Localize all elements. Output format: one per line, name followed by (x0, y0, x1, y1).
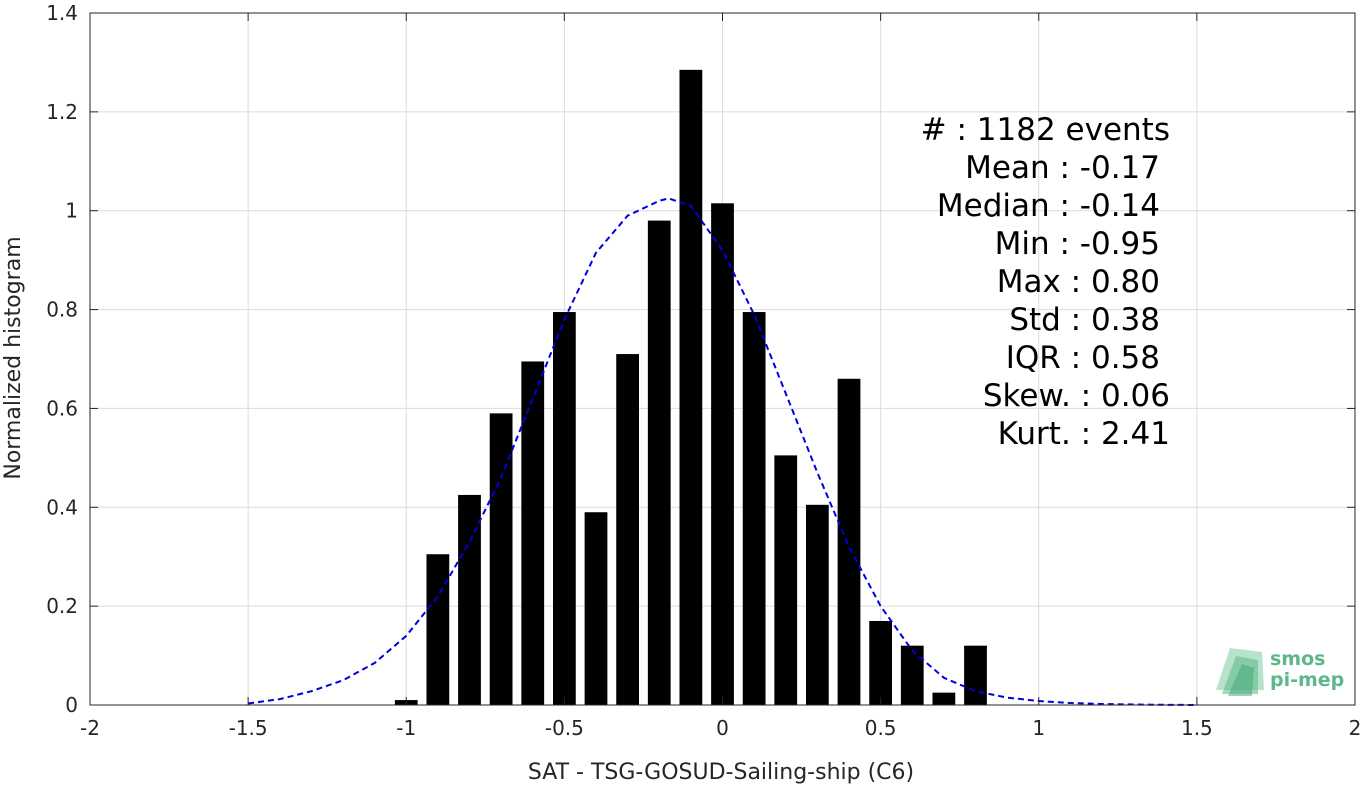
stats-line-8: Kurt. : 2.41 (998, 416, 1170, 452)
x-tick-label-7: 1.5 (1181, 716, 1213, 740)
bar-1 (426, 554, 450, 705)
bar-17 (932, 692, 956, 705)
x-tick-label-3: -0.5 (545, 716, 584, 740)
bar-18 (964, 645, 987, 705)
stats-line-0: # : 1182 events (921, 112, 1170, 148)
bar-7 (616, 354, 640, 705)
y-tick-label-7: 1.4 (46, 1, 78, 25)
bar-15 (869, 620, 893, 705)
y-tick-label-3: 0.6 (46, 396, 78, 420)
axes (89, 12, 1356, 706)
bar-4 (521, 361, 545, 705)
x-tick-label-6: 1 (1032, 716, 1045, 740)
bar-9 (679, 69, 703, 706)
histogram-bars (394, 69, 987, 706)
x-tick-label-1: -1.5 (229, 716, 268, 740)
y-axis-label: Normalized histogram (1, 236, 26, 479)
stats-line-3: Min : -0.95 (995, 226, 1160, 262)
bar-11 (742, 312, 766, 705)
stats-line-4: Max : 0.80 (997, 264, 1160, 300)
bar-5 (552, 312, 576, 705)
bar-3 (489, 413, 513, 705)
bar-2 (458, 494, 481, 705)
y-tick-label-6: 1.2 (46, 100, 78, 124)
stats-line-2: Median : -0.14 (937, 188, 1160, 224)
bar-6 (584, 512, 608, 705)
x-axis-label: SAT - TSG-GOSUD-Sailing-ship (C6) (528, 760, 914, 785)
y-tick-label-5: 1 (65, 199, 78, 223)
bar-16 (900, 645, 924, 705)
y-tick-labels: 0 0.2 0.4 0.6 0.8 1 1.2 1.4 (46, 1, 78, 717)
gaussian-fit-curve (247, 197, 1197, 706)
x-tick-label-5: 0.5 (865, 716, 897, 740)
bar-8 (647, 220, 671, 705)
logo-line2: pi-mep (1270, 669, 1344, 691)
x-tick-labels: -2 -1.5 -1 -0.5 0 0.5 1 1.5 2 (80, 716, 1361, 740)
bar-13 (805, 504, 829, 705)
y-tick-label-1: 0.2 (46, 594, 78, 618)
bar-10 (711, 203, 734, 706)
x-tick-label-4: 0 (716, 716, 729, 740)
bar-14 (837, 378, 861, 705)
x-tick-label-8: 2 (1349, 716, 1362, 740)
y-tick-label-0: 0 (65, 693, 78, 717)
logo-waves-icon (1216, 648, 1264, 696)
smos-pi-mep-logo: smos pi-mep (1216, 648, 1344, 696)
stats-line-5: Std : 0.38 (1009, 302, 1160, 338)
logo-line1: smos (1270, 648, 1325, 670)
x-tick-label-2: -1 (396, 716, 416, 740)
y-tick-label-4: 0.8 (46, 298, 78, 322)
stats-line-6: IQR : 0.58 (1006, 340, 1160, 376)
x-tick-label-0: -2 (80, 716, 100, 740)
stats-line-1: Mean : -0.17 (965, 150, 1160, 186)
y-tick-label-2: 0.4 (46, 495, 78, 519)
stats-line-7: Skew. : 0.06 (983, 378, 1170, 414)
bar-12 (774, 455, 798, 705)
fit-line (247, 197, 1197, 706)
